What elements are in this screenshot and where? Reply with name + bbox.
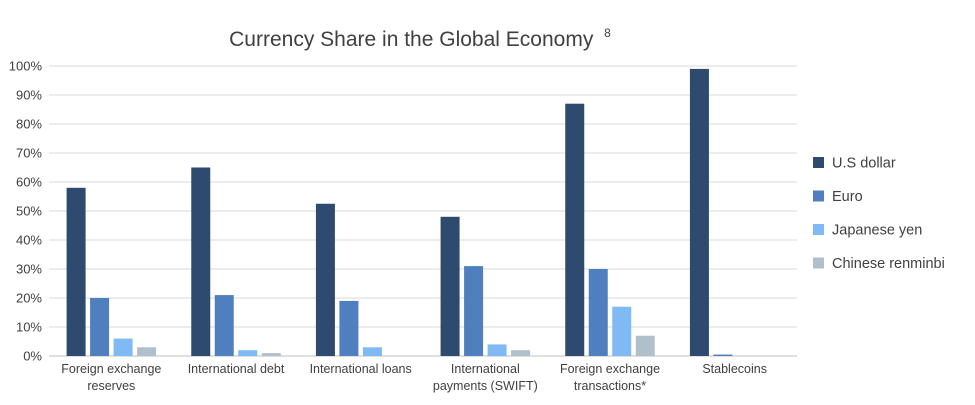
bar-u-s-dollar xyxy=(191,167,211,356)
bar-u-s-dollar xyxy=(565,103,585,356)
category-label: Foreign exchange xyxy=(61,362,161,376)
y-tick-label: 30% xyxy=(16,262,42,277)
bar-japanese-yen xyxy=(238,350,258,356)
legend: U.S dollar Euro Japanese yen Chinese renmin… xyxy=(813,156,945,272)
bars xyxy=(66,68,733,357)
legend-label: Chinese renminbi xyxy=(832,256,945,272)
category-label: International xyxy=(451,362,520,376)
chart-title-superscript: 8 xyxy=(604,26,611,40)
category-label: International loans xyxy=(310,362,412,376)
y-axis-tick-labels: 0% 10% 20% 30% 40% 50% 60% 70% 80% 90% 100% xyxy=(9,59,43,364)
bar-euro xyxy=(90,298,110,356)
y-tick-label: 20% xyxy=(16,291,42,306)
category-label: Foreign exchange xyxy=(560,362,660,376)
bar-japanese-yen xyxy=(612,306,632,356)
y-tick-label: 80% xyxy=(16,117,42,132)
bar-euro xyxy=(339,300,359,356)
bar-chinese-renminbi xyxy=(137,347,157,356)
bar-u-s-dollar xyxy=(315,203,335,356)
category-label: reserves xyxy=(87,379,135,393)
y-tick-label: 10% xyxy=(16,320,42,335)
y-tick-label: 40% xyxy=(16,233,42,248)
x-axis-category-labels: Foreign exchange reserves International de… xyxy=(61,362,767,393)
legend-swatch xyxy=(813,224,824,235)
bar-u-s-dollar xyxy=(689,68,709,357)
legend-swatch xyxy=(813,157,824,168)
bar-u-s-dollar xyxy=(440,216,460,356)
bar-japanese-yen xyxy=(113,338,133,356)
chart-title-text: Currency Share in the Global Economy xyxy=(229,28,594,51)
bar-chinese-renminbi xyxy=(511,350,531,356)
bar-japanese-yen xyxy=(487,344,507,356)
legend-label: U.S dollar xyxy=(832,156,896,172)
y-tick-label: 60% xyxy=(16,175,42,190)
gridlines xyxy=(49,65,797,357)
legend-swatch xyxy=(813,257,824,269)
bar-euro xyxy=(713,354,733,356)
y-tick-label: 100% xyxy=(9,59,43,74)
bar-chinese-renminbi xyxy=(635,335,655,356)
y-tick-label: 0% xyxy=(23,349,42,364)
bar-chinese-renminbi xyxy=(261,353,281,356)
bar-u-s-dollar xyxy=(66,187,86,356)
category-label: payments (SWIFT) xyxy=(433,379,538,393)
y-tick-label: 50% xyxy=(16,204,42,219)
y-tick-label: 90% xyxy=(16,88,42,103)
category-label: transactions* xyxy=(574,379,646,393)
legend-swatch xyxy=(813,190,824,202)
category-label: International debt xyxy=(188,362,285,376)
bar-euro xyxy=(464,266,484,356)
y-tick-label: 70% xyxy=(16,146,42,161)
legend-label: Japanese yen xyxy=(832,223,922,239)
chart-title: Currency Share in the Global Economy 8 xyxy=(229,26,611,51)
legend-label: Euro xyxy=(832,189,863,205)
category-label: Stablecoins xyxy=(702,362,767,376)
bar-japanese-yen xyxy=(362,347,382,356)
bar-euro xyxy=(214,295,234,356)
bar-euro xyxy=(588,269,608,356)
